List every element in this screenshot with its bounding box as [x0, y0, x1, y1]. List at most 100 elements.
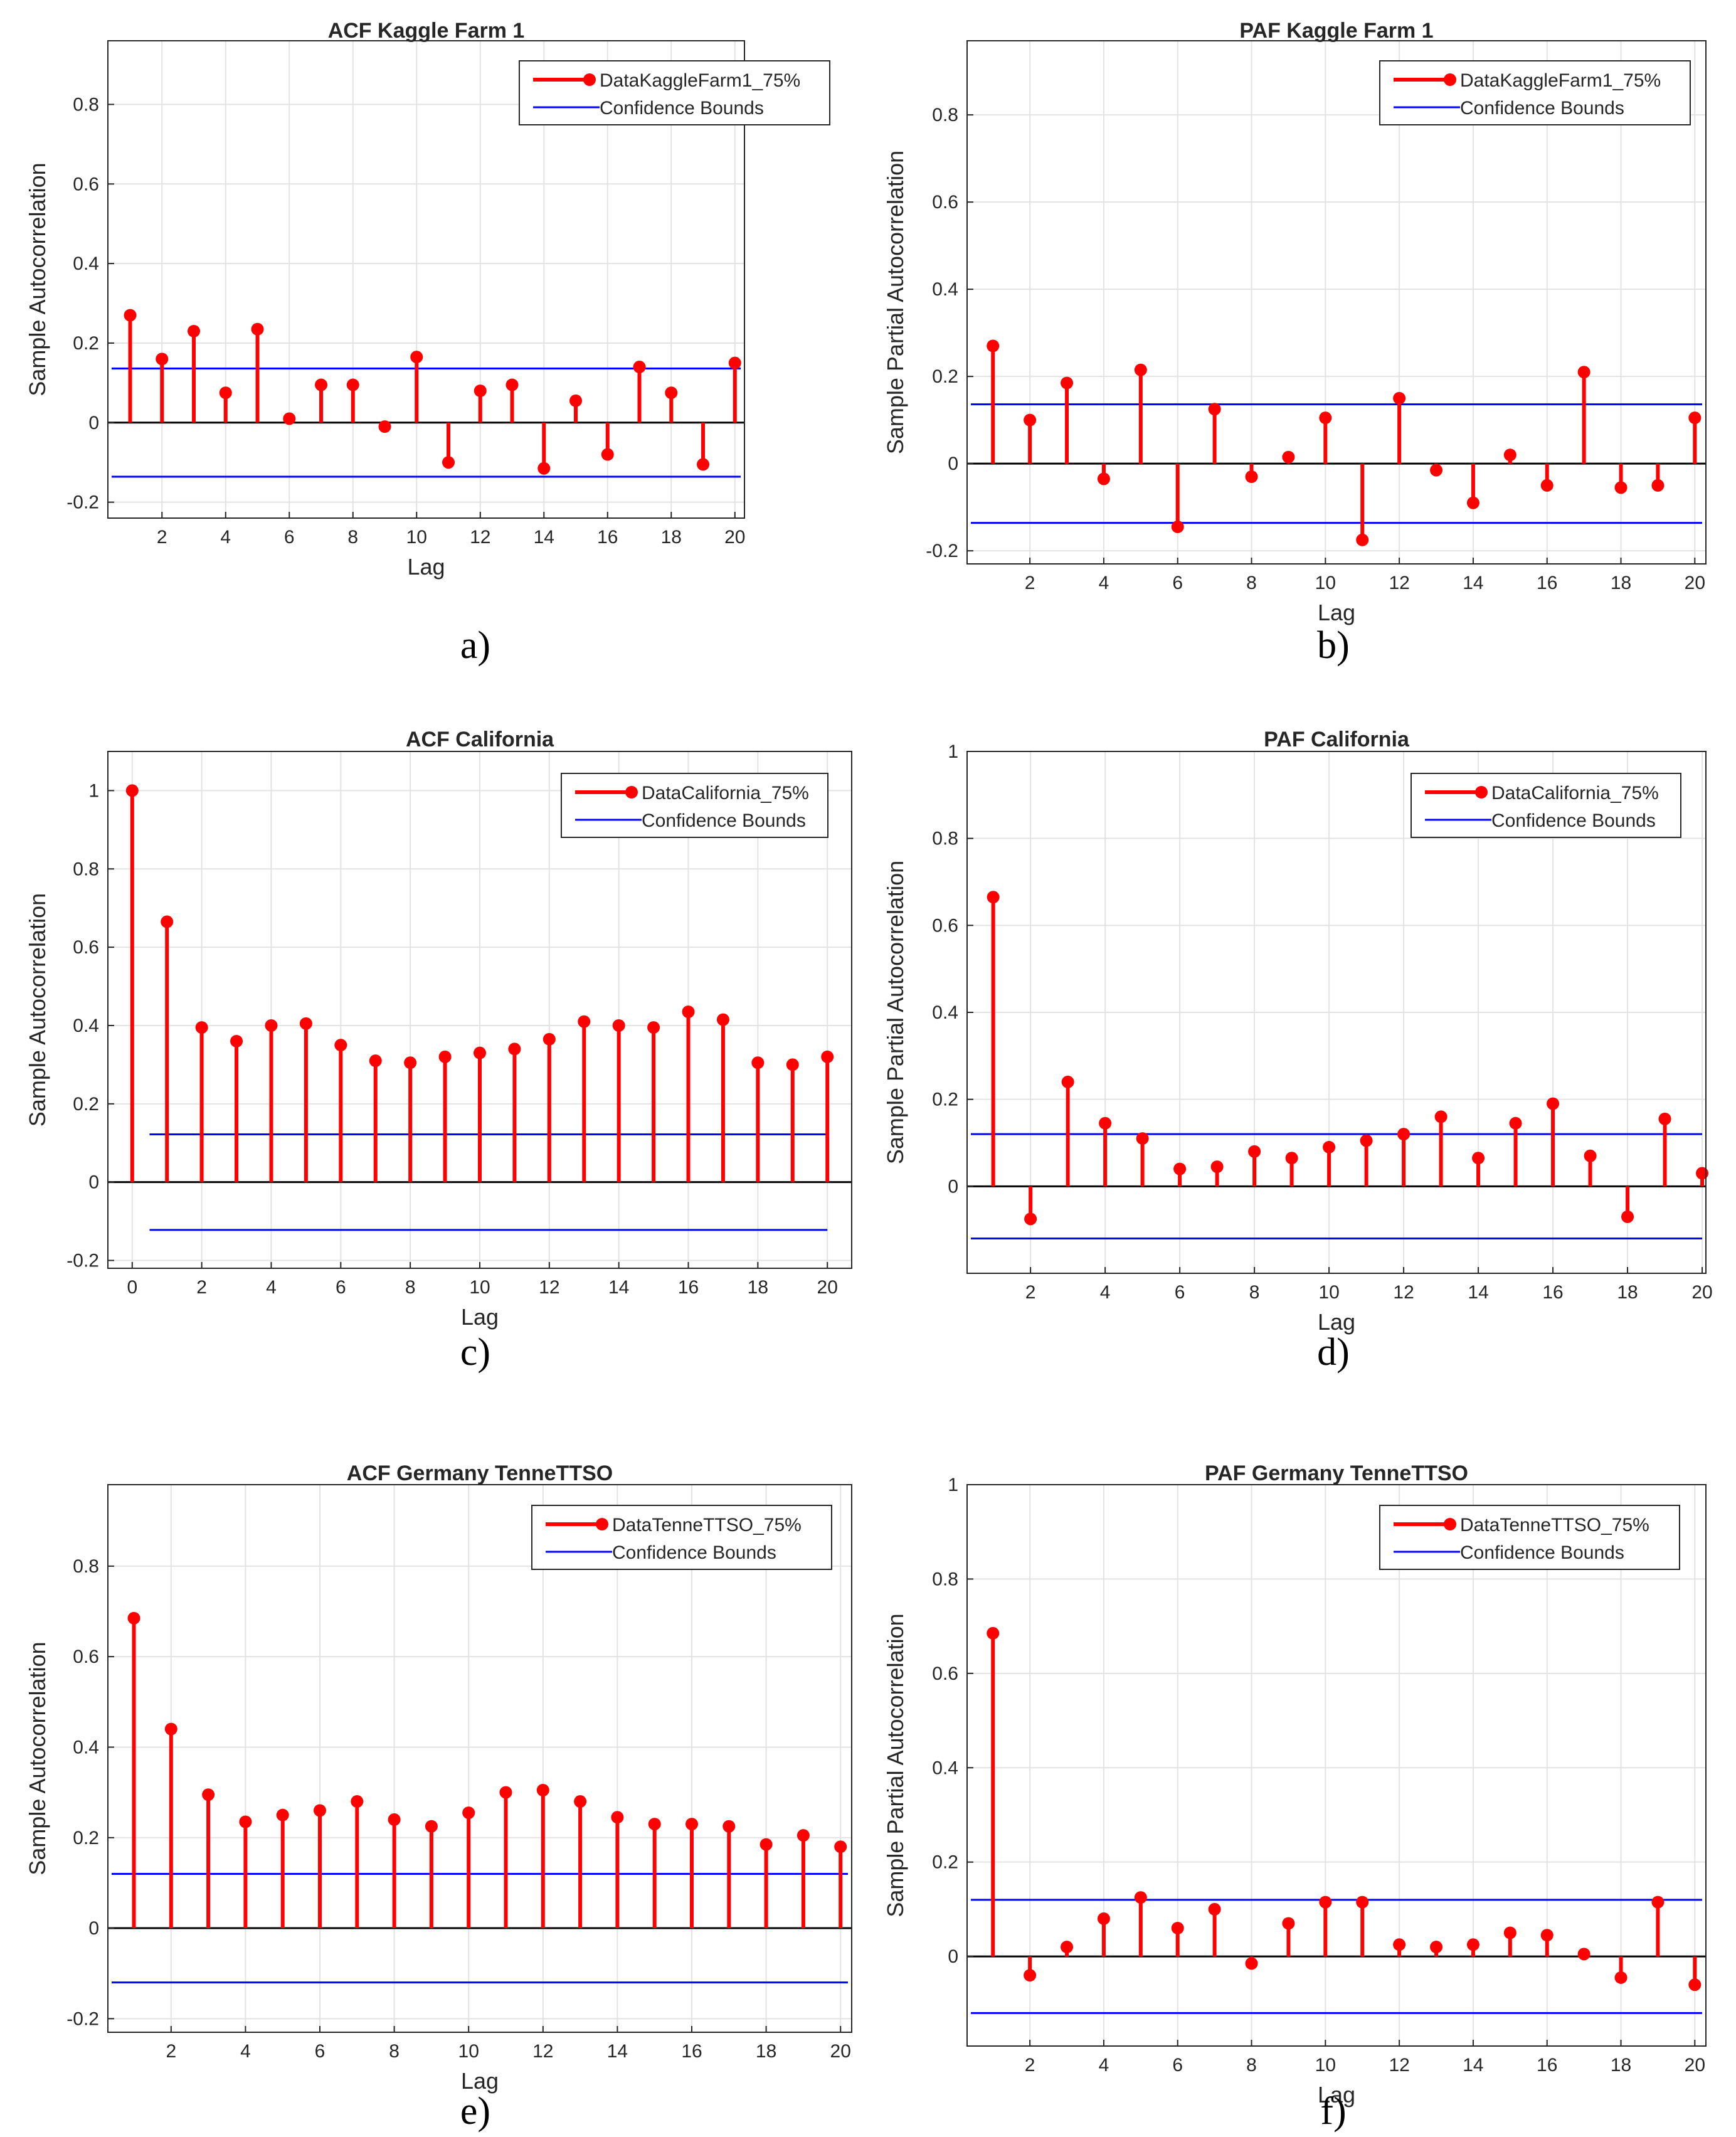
legend-stem-marker — [596, 1518, 608, 1530]
y-tick-label: 0.4 — [932, 1758, 958, 1778]
stem-marker — [1134, 1891, 1147, 1904]
x-tick-label: 16 — [597, 527, 618, 548]
y-tick-label: 0 — [88, 413, 99, 433]
stem-marker — [987, 1626, 1000, 1640]
stem-marker — [1614, 1971, 1628, 1984]
y-tick-label: -0.2 — [66, 492, 99, 513]
x-axis-label: Lag — [1318, 600, 1355, 625]
legend: DataKaggleFarm1_75% Confidence Bounds — [1379, 60, 1691, 125]
panel-label: c) — [460, 1331, 490, 1374]
stem-marker — [1356, 1896, 1369, 1909]
y-tick-label: 0.4 — [73, 1015, 99, 1036]
y-tick-label: 0.6 — [932, 192, 958, 213]
x-tick-label: 6 — [284, 527, 295, 548]
y-tick-label: -0.2 — [926, 541, 958, 561]
y-axis-label: Sample Partial Autocorrelation — [882, 151, 908, 454]
stem-marker — [1466, 496, 1479, 509]
stem-marker — [219, 386, 232, 400]
stem-marker — [633, 361, 646, 374]
legend: DataTenneTTSO_75% Confidence Bounds — [1379, 1505, 1680, 1570]
y-tick-label: 0.6 — [932, 915, 958, 936]
y-tick-label: 0 — [948, 453, 958, 474]
stem-marker — [346, 378, 359, 391]
stem-marker — [1061, 1075, 1074, 1088]
stem-marker — [1540, 479, 1553, 492]
stem-marker — [125, 784, 139, 797]
stem-marker — [1651, 1896, 1665, 1909]
legend-series-label: DataKaggleFarm1_75% — [600, 70, 800, 91]
legend-box — [1379, 1505, 1680, 1570]
x-tick-label: 12 — [532, 2041, 553, 2062]
stem-marker — [685, 1818, 699, 1831]
x-tick-label: 20 — [724, 527, 745, 548]
x-tick-label: 16 — [1537, 2055, 1557, 2076]
y-tick-label: 0.4 — [73, 253, 99, 274]
legend-bounds-label: Confidence Bounds — [1460, 98, 1624, 119]
x-tick-label: 16 — [678, 1277, 699, 1298]
x-tick-label: 20 — [1685, 573, 1705, 593]
stem-marker — [1097, 472, 1110, 485]
stem-marker — [505, 378, 519, 391]
stem-marker — [442, 456, 455, 469]
stem-marker — [1577, 366, 1590, 379]
x-tick-label: 4 — [1099, 573, 1109, 593]
stem-marker — [462, 1806, 475, 1820]
x-tick-label: 12 — [1389, 2055, 1409, 2076]
y-tick-label: 0.8 — [932, 105, 958, 125]
y-tick-label: 0.8 — [73, 94, 99, 115]
y-tick-label: 0 — [948, 1176, 958, 1197]
chart-title: PAF Germany TenneTTSO — [1205, 1461, 1468, 1485]
x-tick-label: 12 — [539, 1277, 559, 1298]
stem-marker — [1393, 1938, 1406, 1951]
x-tick-label: 6 — [336, 1277, 346, 1298]
x-tick-label: 2 — [1025, 2055, 1035, 2076]
x-tick-label: 6 — [1172, 2055, 1183, 2076]
x-tick-label: 18 — [748, 1277, 768, 1298]
legend-box — [1379, 60, 1691, 125]
legend: DataKaggleFarm1_75% Confidence Bounds — [519, 60, 830, 125]
y-tick-label: 1 — [88, 780, 99, 801]
x-tick-label: 10 — [458, 2041, 479, 2062]
x-tick-label: 2 — [1025, 573, 1035, 593]
stem-marker — [1171, 1921, 1184, 1934]
y-tick-label: 0.2 — [932, 366, 958, 387]
stem-marker — [425, 1820, 438, 1833]
x-tick-label: 18 — [1617, 1282, 1638, 1303]
stem-marker — [1651, 479, 1665, 492]
stem-marker — [1319, 1896, 1332, 1909]
stem-marker — [1024, 413, 1037, 427]
stem-marker — [251, 322, 264, 336]
y-tick-label: 0.8 — [932, 1569, 958, 1589]
stem-marker — [697, 458, 710, 471]
x-tick-label: 12 — [470, 527, 490, 548]
y-tick-label: 0 — [88, 1172, 99, 1193]
legend-box — [519, 60, 830, 125]
y-tick-label: 0.6 — [73, 937, 99, 958]
y-tick-label: 0.6 — [73, 174, 99, 194]
legend-bounds-label: Confidence Bounds — [600, 98, 764, 119]
stem-marker — [1099, 1116, 1112, 1130]
legend-bounds-label: Confidence Bounds — [612, 1542, 776, 1563]
axes-frame — [107, 1484, 852, 2033]
stem-marker — [230, 1034, 243, 1047]
y-axis-label: Sample Autocorrelation — [24, 1641, 50, 1875]
panel-label: b) — [1317, 624, 1350, 667]
x-tick-label: 2 — [196, 1277, 207, 1298]
stem-marker — [1584, 1149, 1597, 1162]
x-tick-label: 2 — [157, 527, 167, 548]
stem-marker — [156, 353, 169, 366]
legend-bounds-label: Confidence Bounds — [1491, 810, 1656, 831]
stem-marker — [1282, 450, 1295, 464]
stem-marker — [601, 448, 614, 461]
stem-marker — [786, 1058, 799, 1071]
stem-marker — [315, 378, 328, 391]
stem-marker — [987, 891, 1000, 904]
x-tick-label: 4 — [1099, 2055, 1109, 2076]
stem-marker — [299, 1017, 312, 1030]
legend-series-label: DataKaggleFarm1_75% — [1460, 70, 1661, 91]
panel-c: 0 2 4 6 8 10 12 14 16 18 20 -0.2 0 0.2 0.4 0.6 0.8 1 ACF C… — [24, 728, 852, 1374]
legend: DataTenneTTSO_75% Confidence Bounds — [531, 1505, 832, 1570]
chart-title: ACF Kaggle Farm 1 — [328, 19, 525, 43]
stem-marker — [1621, 1210, 1634, 1223]
